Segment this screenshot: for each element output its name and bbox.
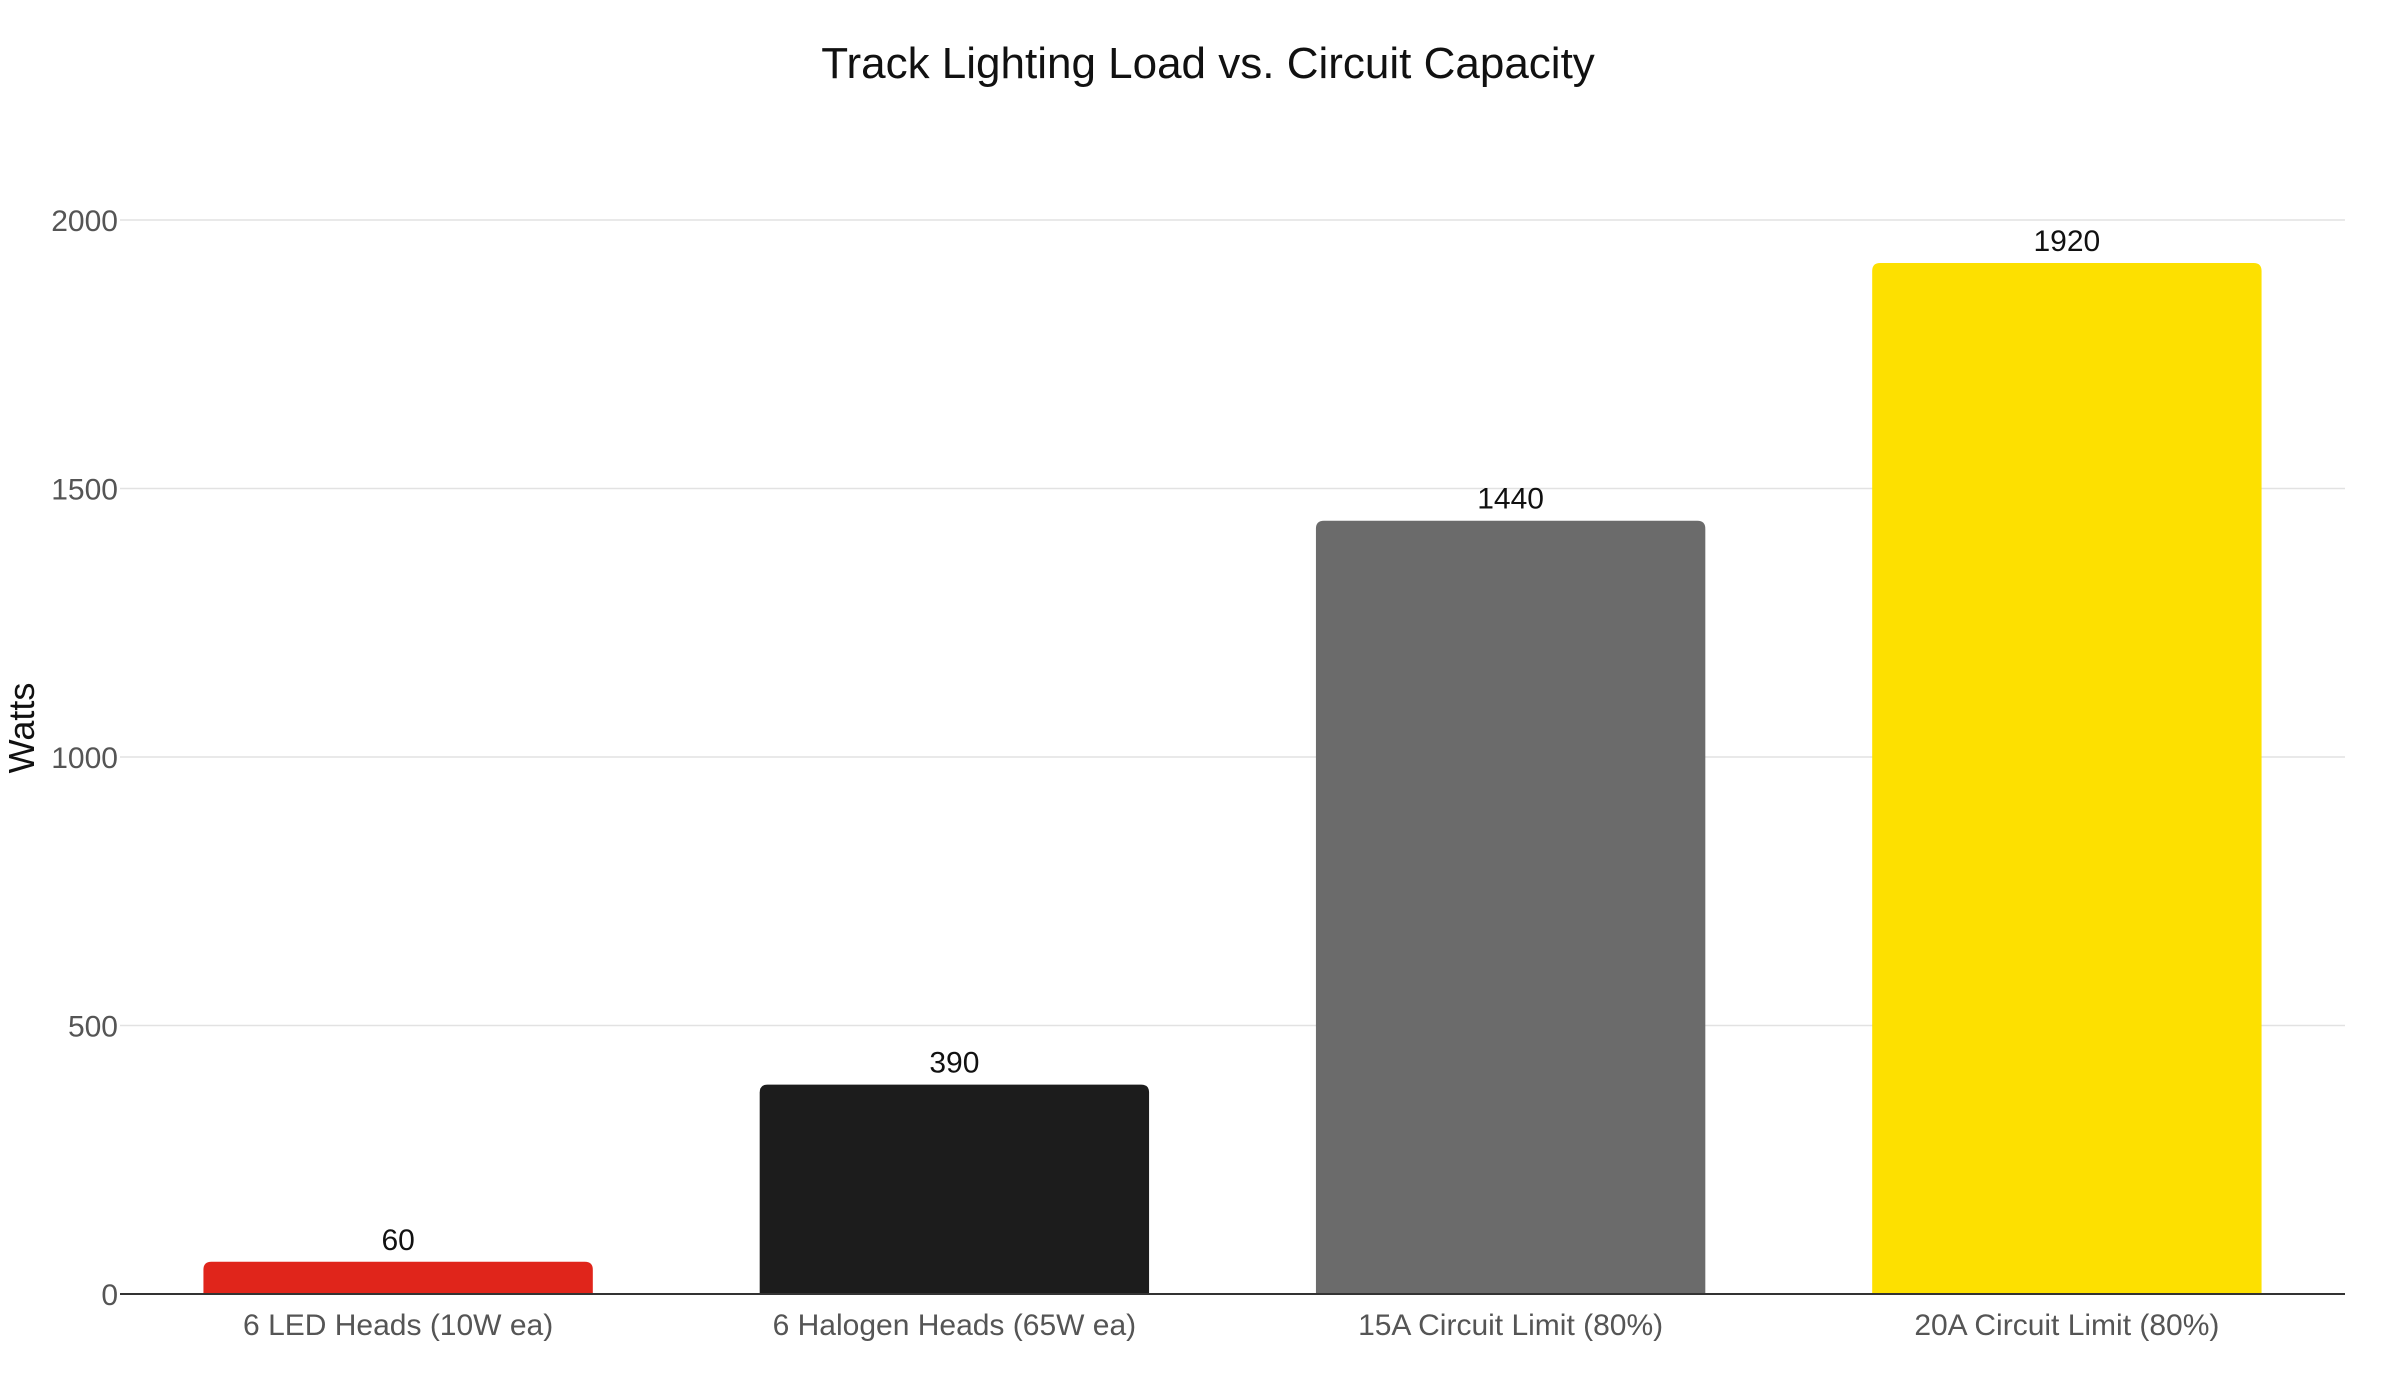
x-axis-categories: 6 LED Heads (10W ea) 6 Halogen Heads (65W…: [243, 1309, 2219, 1342]
bar: [1315, 520, 1706, 1294]
y-tick-label: 1000: [51, 742, 118, 775]
bar-value-label: 390: [929, 1047, 979, 1080]
y-tick-label: 1500: [51, 474, 118, 507]
x-category-label: 6 LED Heads (10W ea): [243, 1309, 553, 1342]
x-category-label: 20A Circuit Limit (80%): [1914, 1309, 2219, 1342]
bar: [759, 1084, 1150, 1294]
bar-value-label: 1440: [1477, 483, 1544, 516]
bars: [203, 262, 2262, 1295]
y-tick-label: 500: [68, 1011, 118, 1044]
x-category-label: 6 Halogen Heads (65W ea): [773, 1309, 1137, 1342]
y-tick-label: 0: [101, 1279, 118, 1312]
data-labels: 60 390 1440 1920: [381, 225, 2100, 1257]
y-axis-ticks: 0 500 1000 1500 2000: [51, 205, 118, 1312]
bar: [203, 1261, 593, 1294]
bar-value-label: 60: [381, 1224, 414, 1257]
x-category-label: 15A Circuit Limit (80%): [1358, 1309, 1663, 1342]
bar-value-label: 1920: [2034, 225, 2101, 258]
chart-title: Track Lighting Load vs. Circuit Capacity: [821, 39, 1595, 88]
bar: [1872, 262, 2262, 1295]
y-axis-title: Watts: [1, 683, 42, 774]
y-tick-label: 2000: [51, 205, 118, 238]
